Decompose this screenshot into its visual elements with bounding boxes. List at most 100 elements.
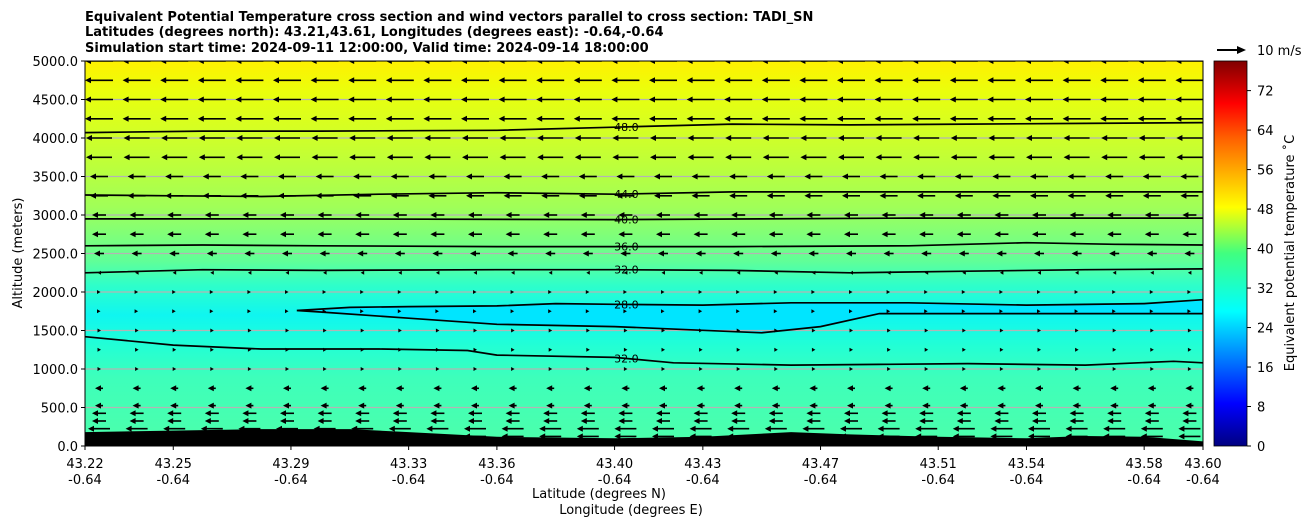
wind-vector-head <box>462 154 468 161</box>
wind-vector-head <box>1032 418 1038 424</box>
wind-vector-head <box>580 231 587 238</box>
wind-vector-head <box>847 402 853 409</box>
wind-vector-head <box>1037 270 1041 275</box>
wind-vector-head <box>505 231 512 238</box>
wind-vector-head <box>390 173 397 180</box>
wind-vector-head <box>247 309 251 314</box>
wind-vector-head <box>586 328 590 333</box>
wind-vector-head <box>210 328 214 333</box>
wind-vector-head <box>468 418 474 424</box>
wind-vector-head <box>348 61 355 64</box>
wind-vector-head <box>1175 61 1182 64</box>
wind-vector-head <box>202 173 209 180</box>
wind-vector-head <box>844 418 850 424</box>
wind-vector-head <box>499 135 506 141</box>
wind-vector-head <box>548 347 553 352</box>
wind-vector-head <box>88 425 94 432</box>
wind-vector-head <box>1026 135 1032 141</box>
wind-vector-head <box>649 77 655 84</box>
wind-vector-head <box>1037 328 1041 333</box>
wind-vector-head <box>585 309 590 314</box>
y-tick-label: 4000.0 <box>33 132 79 147</box>
wind-vector-head <box>349 135 356 141</box>
colorbar-tick-label: 72 <box>1257 85 1274 100</box>
wind-vector-head <box>881 231 888 238</box>
plot-area: 48.0 44.0 40.0 36.0 32.0 28.0 32.0 <box>85 61 1203 446</box>
wind-vector-head <box>280 410 286 417</box>
title-line-1: Equivalent Potential Temperature cross s… <box>85 10 813 25</box>
wind-vector-head <box>919 418 926 424</box>
wind-vector-head <box>725 135 732 141</box>
contour-label: 32.0 <box>614 264 639 277</box>
wind-vector-head <box>650 135 656 141</box>
wind-vector-head <box>172 328 177 333</box>
wind-vector-head <box>578 173 585 180</box>
wind-vector-head <box>582 250 589 257</box>
wind-vector-head <box>1187 309 1191 314</box>
contour-line <box>85 268 1203 274</box>
wind-vector-head <box>988 135 995 141</box>
wind-vector-head <box>913 154 920 161</box>
wind-vector-head <box>97 309 101 314</box>
wind-vector-head <box>729 173 736 180</box>
wind-vector-head <box>283 402 289 409</box>
wind-vector-head <box>887 367 891 371</box>
contour-label: 44.0 <box>614 188 639 201</box>
wind-vector-head <box>1147 385 1154 392</box>
wind-vector-head <box>999 367 1004 371</box>
wind-vector-head <box>799 61 806 64</box>
wind-vector-head <box>317 231 324 238</box>
wind-vector-head <box>585 290 590 294</box>
wind-vector-head <box>1025 77 1031 84</box>
wind-vector-head <box>586 367 590 371</box>
wind-vector-head <box>761 77 768 84</box>
contour-label: 28.0 <box>614 298 639 311</box>
wind-vector-head <box>1107 212 1114 218</box>
x-axis-label-latitude: Latitude (degrees N) <box>532 487 666 502</box>
wind-vector-head <box>433 402 440 409</box>
x-tick-label-lon: -0.64 <box>392 473 426 488</box>
wind-vector-head <box>1142 192 1149 199</box>
wind-vector-head <box>874 61 881 64</box>
colorbar-tick-label: 8 <box>1257 401 1265 416</box>
wind-vector-head <box>1062 61 1069 64</box>
wind-vector-head <box>473 328 477 333</box>
wind-vector-head <box>357 250 364 257</box>
wind-vector-head <box>235 77 242 84</box>
wind-vector-head <box>1150 328 1154 333</box>
wind-vector-head <box>886 309 891 314</box>
wind-vector-head <box>386 135 393 141</box>
wind-vector-head <box>1178 433 1185 440</box>
wind-vector-head <box>996 250 1003 257</box>
wind-vector-head <box>1112 290 1116 294</box>
wind-vector-head <box>240 173 247 180</box>
wind-vector-head <box>724 96 731 103</box>
wind-vector-head <box>394 250 401 257</box>
wind-vector-head <box>1147 402 1154 409</box>
wind-vector-head <box>618 410 625 417</box>
wind-vector-head <box>473 290 477 294</box>
wind-vector-head <box>1137 96 1144 103</box>
wind-vector-head <box>285 290 289 294</box>
contour-line <box>85 241 1203 248</box>
wind-vector-head <box>992 192 999 199</box>
wind-vector-head <box>94 250 100 257</box>
wind-vector-head <box>498 96 505 103</box>
wind-vector-head <box>317 212 324 218</box>
wind-vector-head <box>696 385 703 392</box>
wind-vector-head <box>468 410 474 417</box>
wind-vector-head <box>1072 385 1079 392</box>
wind-vector-head <box>799 77 806 84</box>
wind-vector-head <box>132 402 139 409</box>
wind-vector-head <box>244 250 251 257</box>
wind-vector-head <box>924 347 929 352</box>
wind-vector-head <box>736 367 741 371</box>
wind-vector-head <box>649 61 655 64</box>
wind-vector-head <box>165 173 172 180</box>
wind-vector-head <box>1110 402 1117 409</box>
wind-vector-head <box>837 96 843 103</box>
wind-vector-head <box>576 425 583 432</box>
wind-vector-head <box>134 290 139 294</box>
wind-vector-head <box>761 115 768 122</box>
wind-vector-head <box>618 418 625 424</box>
